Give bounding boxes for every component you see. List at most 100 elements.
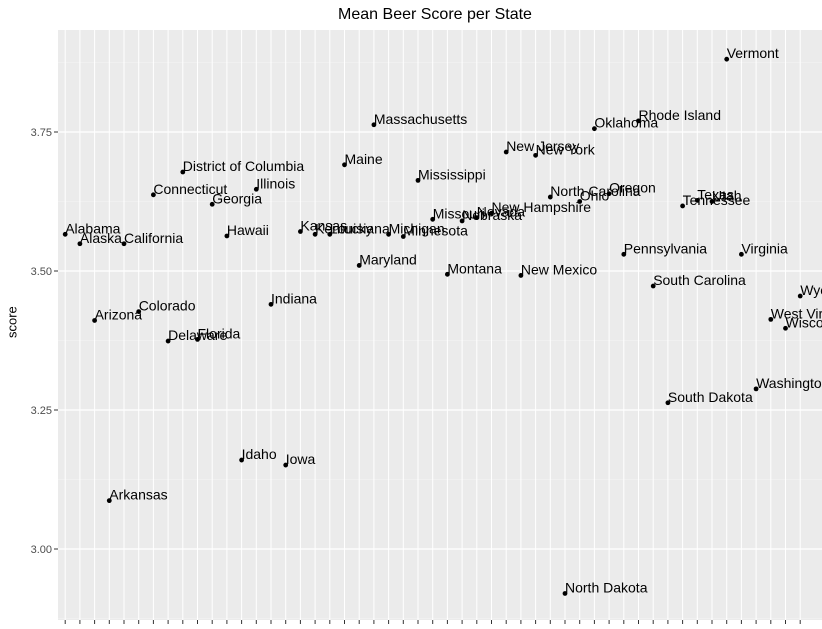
data-point-group: Illinois — [253, 175, 295, 192]
data-point-group: Georgia — [209, 190, 262, 207]
data-point — [503, 149, 509, 155]
y-tick-label: 3.00 — [31, 544, 52, 556]
data-point-group: Colorado — [136, 298, 196, 314]
data-point-group: Michigan — [386, 220, 445, 237]
data-point — [298, 229, 303, 234]
data-point — [577, 199, 583, 204]
point-label: Missouri — [433, 205, 485, 221]
point-label: Florida — [198, 325, 241, 341]
data-point — [165, 338, 171, 344]
data-point — [121, 241, 127, 247]
data-point-group: Montana — [445, 260, 502, 277]
data-point — [547, 194, 553, 200]
data-point-group: South Dakota — [665, 389, 753, 406]
point-label: California — [124, 230, 183, 246]
data-point — [430, 216, 436, 222]
data-point — [665, 400, 671, 406]
data-point-group: Texas — [694, 186, 734, 203]
data-point — [268, 301, 274, 307]
point-label: Maine — [345, 151, 383, 167]
data-point — [768, 316, 774, 322]
data-point-group: Missouri — [430, 205, 485, 222]
point-label: South Dakota — [668, 389, 753, 405]
data-point — [636, 118, 641, 124]
point-label: Maryland — [359, 251, 417, 267]
data-point — [533, 152, 538, 158]
data-point — [312, 231, 318, 237]
data-point-group: Oregon — [606, 180, 656, 197]
data-point-group: New Mexico — [518, 261, 597, 278]
data-point — [739, 251, 744, 257]
point-label: Texas — [697, 186, 734, 202]
data-point-group: North Dakota — [562, 579, 648, 596]
point-label: Arizona — [95, 306, 143, 322]
data-point-group: New Jersey — [503, 138, 579, 155]
data-point — [562, 591, 568, 596]
data-point — [77, 241, 83, 247]
data-point-group: Ohio — [577, 188, 609, 204]
data-point — [606, 191, 612, 197]
data-point — [445, 271, 450, 277]
data-point-group: Vermont — [724, 45, 779, 62]
point-label: Wisconsin — [786, 314, 822, 330]
data-point-group: Alabama — [62, 220, 121, 237]
data-point — [283, 462, 289, 468]
data-point — [386, 231, 391, 237]
data-point — [753, 386, 759, 392]
data-point — [489, 210, 494, 216]
data-point-group: Alaska — [77, 230, 122, 247]
data-point-group: California — [121, 230, 183, 247]
plot-panel — [58, 30, 822, 620]
data-point — [415, 177, 421, 183]
data-point — [371, 122, 377, 128]
data-point — [592, 126, 597, 132]
data-point-group: Connecticut — [151, 181, 227, 198]
point-label: Indiana — [271, 290, 317, 306]
data-point — [621, 251, 627, 257]
data-point — [459, 218, 465, 224]
data-point-group: Pennsylvania — [621, 240, 707, 257]
data-point-group: Arkansas — [106, 487, 168, 504]
data-point-group: Florida — [195, 325, 241, 342]
data-point-group: Idaho — [239, 446, 277, 463]
data-point — [724, 56, 730, 62]
data-point-group: Iowa — [283, 451, 315, 468]
data-point — [195, 336, 200, 342]
point-label: New Mexico — [521, 261, 597, 277]
chart-title: Mean Beer Score per State — [338, 6, 532, 23]
point-label: Kansas — [300, 218, 347, 234]
point-label: New Jersey — [506, 138, 579, 154]
data-point-group: Kansas — [298, 218, 347, 234]
data-point-group: Louisiana — [327, 220, 390, 237]
grid-lines — [58, 30, 822, 620]
data-point-group: Wisconsin — [783, 314, 822, 331]
point-label: Georgia — [212, 190, 262, 206]
data-point-group: District of Columbia — [180, 158, 305, 175]
point-label: Mississippi — [418, 166, 486, 182]
data-point — [327, 231, 333, 237]
y-tick-label: 3.75 — [31, 127, 52, 139]
point-label: Illinois — [256, 175, 295, 191]
data-point — [253, 186, 259, 192]
point-label: Pennsylvania — [624, 240, 707, 256]
data-point-group: Rhode Island — [636, 107, 721, 124]
data-point-group: Oklahoma — [592, 115, 658, 132]
data-point-group: Arizona — [92, 306, 143, 323]
point-label: Montana — [447, 260, 502, 276]
data-point-group: Indiana — [268, 290, 317, 307]
data-point — [239, 457, 245, 463]
data-point — [797, 293, 803, 299]
data-point-group: Utah — [709, 188, 742, 204]
point-label: District of Columbia — [183, 158, 305, 174]
point-label: Idaho — [242, 446, 277, 462]
data-point — [709, 199, 715, 204]
point-label: Delaware — [168, 327, 227, 343]
data-point-group: Hawaii — [224, 222, 269, 239]
data-point-group: Minnesota — [400, 223, 468, 239]
data-point — [518, 273, 524, 278]
point-label: Massachusetts — [374, 111, 467, 127]
data-point — [180, 169, 186, 175]
y-axis-ticks: 3.00 3.25 3.50 3.75 — [31, 127, 801, 624]
point-label: North Dakota — [565, 579, 648, 595]
